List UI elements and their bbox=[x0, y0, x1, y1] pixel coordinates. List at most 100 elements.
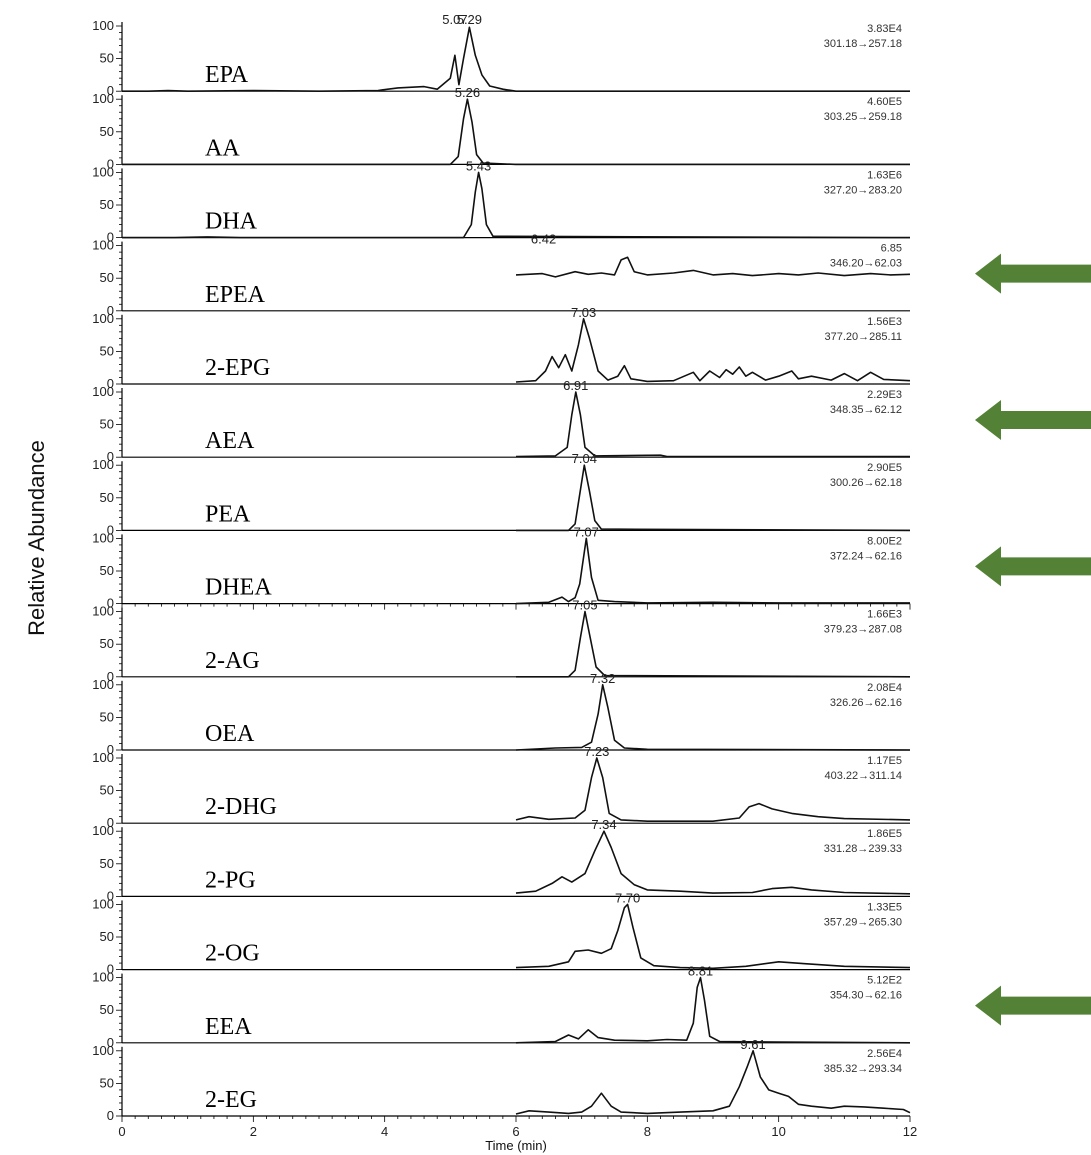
y-tick-label: 0 bbox=[107, 83, 114, 98]
peak-label: 5.29 bbox=[457, 12, 482, 27]
y-tick-label: 0 bbox=[107, 669, 114, 684]
y-tick-label: 0 bbox=[107, 522, 114, 537]
panel-oea: 0 50 100 OEA 7.32 2.08E4 326.26→62.16 bbox=[92, 671, 911, 757]
peak-label: 9.61 bbox=[740, 1037, 765, 1052]
compound-label: EPEA bbox=[205, 282, 266, 308]
transition-label: 303.25→259.18 bbox=[824, 111, 902, 123]
y-tick-label: 50 bbox=[100, 51, 114, 66]
compound-label: DHEA bbox=[205, 575, 272, 601]
panel-epea: 0 50 100 EPEA 6.42 6.85 346.20→62.03 bbox=[92, 232, 911, 318]
trace-2-og bbox=[515, 903, 911, 970]
y-tick-label: 50 bbox=[100, 709, 114, 724]
x-tick-label: 10 bbox=[771, 1124, 785, 1139]
transition-label: 346.20→62.03 bbox=[830, 258, 902, 270]
y-tick-label: 100 bbox=[92, 896, 114, 911]
x-tick-label: 2 bbox=[250, 1124, 257, 1139]
intensity-label: 1.56E3 bbox=[867, 316, 902, 328]
y-tick-label: 0 bbox=[107, 1108, 114, 1123]
peak-label: 7.03 bbox=[571, 305, 596, 320]
y-tick-label: 50 bbox=[100, 270, 114, 285]
panels-group: 0 50 100 EPA 5.075.29 3.83E4 301.18→257.18 0 50 1… bbox=[92, 12, 911, 1123]
y-tick-label: 0 bbox=[107, 230, 114, 245]
y-tick-label: 50 bbox=[100, 636, 114, 651]
trace-2-dhg bbox=[515, 757, 911, 822]
peak-label: 5.07 bbox=[442, 12, 467, 27]
transition-label: 377.20→285.11 bbox=[825, 331, 902, 343]
panel-2-dhg: 0 50 100 2-DHG 7.23 1.17E5 403.22→311.14 bbox=[92, 744, 911, 830]
compound-label: 2-EG bbox=[205, 1087, 257, 1113]
panel-pea: 0 50 100 PEA 7.04 2.90E5 300.26→62.18 bbox=[92, 451, 911, 537]
intensity-label: 5.12E2 bbox=[867, 975, 902, 987]
arrow-aea bbox=[975, 400, 1091, 440]
compound-label: AEA bbox=[205, 428, 255, 454]
peak-label: 6.42 bbox=[531, 232, 556, 247]
trace-aea bbox=[515, 391, 910, 458]
x-tick-label: 6 bbox=[512, 1124, 519, 1139]
y-tick-label: 100 bbox=[92, 530, 114, 545]
y-tick-label: 50 bbox=[100, 124, 114, 139]
trace-dha bbox=[122, 171, 911, 239]
intensity-label: 2.29E3 bbox=[867, 389, 902, 401]
transition-label: 403.22→311.14 bbox=[825, 770, 902, 782]
x-tick-label: 0 bbox=[118, 1124, 125, 1139]
panel-2-ag: 0 50 100 2-AG 7.05 1.66E3 379.23→287.08 bbox=[92, 598, 911, 684]
intensity-label: 1.66E3 bbox=[867, 609, 902, 621]
intensity-label: 2.90E5 bbox=[867, 462, 902, 474]
panel-aea: 0 50 100 AEA 6.91 2.29E3 348.35→62.12 bbox=[92, 378, 910, 464]
y-tick-label: 50 bbox=[100, 343, 114, 358]
intensity-label: 8.00E2 bbox=[867, 535, 902, 547]
trace-2-ag bbox=[516, 610, 911, 678]
compound-label: 2-EPG bbox=[205, 355, 270, 381]
y-tick-label: 50 bbox=[100, 563, 114, 578]
trace-aa bbox=[122, 98, 910, 166]
transition-label: 354.30→62.16 bbox=[830, 990, 902, 1002]
compound-label: EEA bbox=[205, 1014, 252, 1040]
y-tick-label: 100 bbox=[92, 384, 114, 399]
y-tick-label: 100 bbox=[92, 604, 114, 619]
y-tick-label: 100 bbox=[92, 750, 114, 765]
y-tick-label: 50 bbox=[100, 856, 114, 871]
transition-label: 379.23→287.08 bbox=[824, 624, 902, 636]
arrow-eea bbox=[975, 985, 1091, 1026]
compound-label: 2-DHG bbox=[205, 794, 277, 820]
trace-pea bbox=[516, 464, 911, 532]
peak-label: 5.43 bbox=[466, 158, 491, 173]
trace-oea bbox=[515, 684, 911, 751]
y-tick-label: 0 bbox=[107, 303, 114, 318]
intensity-label: 1.63E6 bbox=[867, 169, 902, 181]
x-axis-title: Time (min) bbox=[485, 1138, 547, 1153]
panel-2-og: 0 50 100 2-OG 7.70 1.33E5 357.29→265.30 bbox=[92, 890, 911, 977]
intensity-label: 4.60E5 bbox=[867, 96, 902, 108]
trace-dhea bbox=[515, 537, 910, 605]
x-axis: 0 2 4 6 8 10 12 bbox=[118, 1124, 917, 1139]
trace-2-pg bbox=[515, 830, 911, 895]
y-tick-label: 0 bbox=[107, 888, 114, 903]
intensity-label: 1.33E5 bbox=[867, 901, 902, 913]
trace-epa bbox=[122, 26, 910, 92]
y-tick-label: 0 bbox=[107, 742, 114, 757]
peak-label: 7.04 bbox=[572, 451, 597, 466]
arrows-group bbox=[975, 253, 1091, 1026]
peak-label: 7.70 bbox=[615, 890, 640, 905]
peak-label: 6.91 bbox=[563, 378, 588, 393]
y-tick-label: 50 bbox=[100, 417, 114, 432]
transition-label: 326.26→62.16 bbox=[830, 697, 902, 709]
intensity-label: 1.86E5 bbox=[867, 828, 902, 840]
transition-label: 331.28→239.33 bbox=[824, 843, 902, 855]
panel-epa: 0 50 100 EPA 5.075.29 3.83E4 301.18→257.18 bbox=[92, 12, 910, 98]
y-tick-label: 0 bbox=[107, 596, 114, 611]
panel-eea: 0 50 100 EEA 8.81 5.12E2 354.30→62.16 bbox=[92, 964, 911, 1050]
y-tick-label: 50 bbox=[100, 490, 114, 505]
y-tick-label: 50 bbox=[100, 197, 114, 212]
peak-label: 5.26 bbox=[455, 85, 480, 100]
y-tick-label: 100 bbox=[92, 91, 114, 106]
y-tick-label: 50 bbox=[100, 1075, 114, 1090]
panel-2-eg: 0 50 100 2-EG 9.61 2.56E4 385.32→293.34 bbox=[92, 1037, 911, 1123]
peak-label: 7.23 bbox=[584, 744, 609, 759]
intensity-label: 2.08E4 bbox=[867, 682, 902, 694]
y-tick-label: 50 bbox=[100, 1002, 114, 1017]
intensity-label: 6.85 bbox=[881, 243, 902, 255]
transition-label: 372.24→62.16 bbox=[830, 550, 902, 562]
compound-label: EPA bbox=[205, 62, 249, 88]
